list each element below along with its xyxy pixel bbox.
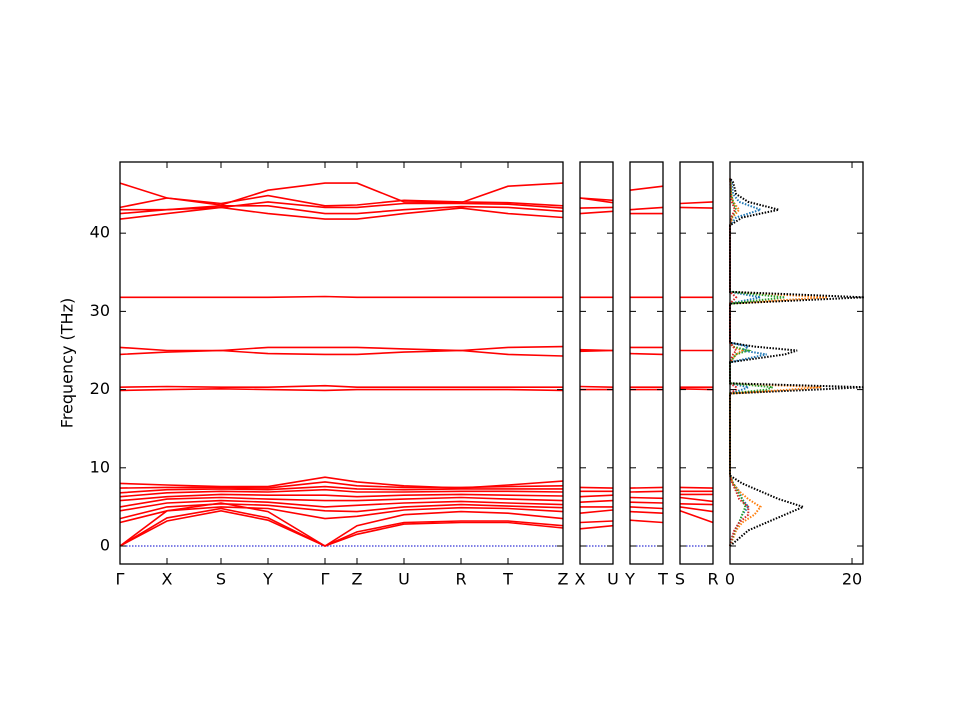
band-line xyxy=(579,348,614,352)
band-line xyxy=(579,524,614,530)
band-line xyxy=(119,349,564,357)
band-line xyxy=(679,510,714,524)
band-line xyxy=(119,506,564,524)
band-line xyxy=(119,476,564,489)
band-line xyxy=(119,387,564,392)
panel-frame xyxy=(119,161,564,565)
panel-frame xyxy=(629,161,664,565)
y-tick-label: 30 xyxy=(90,301,110,320)
band-line xyxy=(120,201,564,211)
band-line xyxy=(120,295,563,299)
panel-frame xyxy=(579,161,614,565)
band-line xyxy=(679,206,714,209)
band-line xyxy=(579,499,614,503)
band-line xyxy=(679,496,714,503)
band-line xyxy=(119,206,564,220)
y-tick-label: 10 xyxy=(90,457,110,476)
band-line xyxy=(629,496,664,500)
band-line xyxy=(629,490,664,493)
x-tick-label: U xyxy=(398,570,410,589)
band-line xyxy=(119,502,564,547)
band-line xyxy=(579,206,614,209)
band-line xyxy=(119,384,563,388)
band-line xyxy=(119,509,564,547)
band-line xyxy=(629,206,664,211)
x-tick-label: R xyxy=(455,570,466,589)
x-tick-label: Y xyxy=(624,570,635,589)
x-tick-label: Z xyxy=(558,570,569,589)
band-line xyxy=(679,486,714,489)
band-line xyxy=(629,510,664,514)
band-line xyxy=(119,488,564,498)
band-line xyxy=(629,486,664,489)
band-line xyxy=(119,194,564,209)
x-tick-label: Z xyxy=(352,570,363,589)
x-tick-label: Γ xyxy=(321,570,330,589)
band-line xyxy=(579,486,614,489)
dos-x-tick-label: 0 xyxy=(725,570,735,589)
x-tick-label: T xyxy=(657,570,668,589)
dos-x-tick-label: 20 xyxy=(842,570,862,589)
band-line xyxy=(629,352,664,356)
band-line xyxy=(119,485,563,494)
y-axis-label: Frequency (THz) xyxy=(58,298,77,428)
band-line xyxy=(579,210,614,215)
x-tick-label: Y xyxy=(262,570,273,589)
x-tick-label: Γ xyxy=(116,570,125,589)
band-line xyxy=(579,520,614,524)
band-line xyxy=(119,345,564,352)
band-line xyxy=(119,499,564,512)
band-line xyxy=(119,502,564,520)
band-line xyxy=(579,494,614,498)
band-line xyxy=(629,185,664,191)
dos-line xyxy=(729,178,750,547)
x-tick-label: S xyxy=(216,570,226,589)
panel-frame xyxy=(729,161,864,565)
band-line xyxy=(119,182,564,206)
panel-frame xyxy=(679,161,714,565)
dos-line xyxy=(729,177,767,547)
x-tick-label: S xyxy=(675,570,685,589)
band-line xyxy=(119,507,564,547)
y-tick-label: 20 xyxy=(90,379,110,398)
x-tick-label: U xyxy=(607,570,619,589)
x-tick-label: R xyxy=(707,570,718,589)
x-tick-label: T xyxy=(502,570,513,589)
y-tick-label: 40 xyxy=(90,223,110,242)
y-tick-label: 0 xyxy=(100,536,110,555)
band-line xyxy=(629,519,664,524)
dos-line xyxy=(729,178,786,547)
band-line xyxy=(579,385,614,388)
band-line xyxy=(119,496,564,508)
dos-line xyxy=(729,178,828,547)
x-tick-label: X xyxy=(162,570,173,589)
band-line xyxy=(679,201,714,205)
band-line xyxy=(629,506,664,510)
band-line xyxy=(629,501,664,504)
band-line xyxy=(579,197,614,202)
dos-line xyxy=(729,177,865,547)
band-line xyxy=(579,509,614,514)
band-line xyxy=(679,503,714,506)
band-line xyxy=(119,493,564,502)
x-tick-label: X xyxy=(575,570,586,589)
band-line xyxy=(679,506,714,513)
